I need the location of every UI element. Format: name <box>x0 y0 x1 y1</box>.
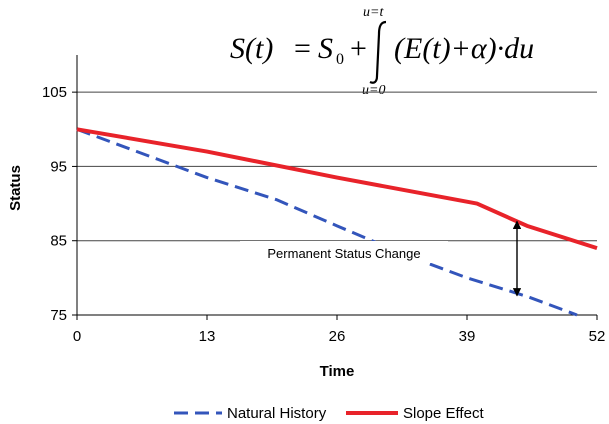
x-axis-title: Time <box>320 363 355 380</box>
annotation-label: Permanent Status Change <box>267 246 420 261</box>
x-tick-label: 39 <box>459 328 476 345</box>
formula-s0: S <box>318 32 333 65</box>
legend-label-slope-effect: Slope Effect <box>403 405 484 422</box>
formula-plus: + <box>350 32 367 65</box>
legend: Natural History Slope Effect <box>174 405 484 422</box>
x-tick-label: 13 <box>199 328 216 345</box>
x-tick-label: 26 <box>329 328 346 345</box>
y-axis-title: Status <box>7 165 24 211</box>
gridlines <box>77 91 597 242</box>
y-tick-label: 105 <box>42 84 67 101</box>
formula-upper-limit: u=t <box>363 5 384 20</box>
plot-area: 75 85 95 105 0 13 26 39 52 Permanent Status Cha… <box>42 55 605 345</box>
integral-sign-icon <box>369 20 387 84</box>
series-line-natural-history <box>76 127 578 317</box>
legend-label-natural-history: Natural History <box>227 405 327 422</box>
series-lines <box>76 127 598 317</box>
formula-integrand: (E(t)+α)·du <box>394 32 534 65</box>
x-tick-label: 52 <box>589 328 606 345</box>
x-tick-labels: 0 13 26 39 52 <box>73 315 606 345</box>
x-tick-label: 0 <box>73 328 81 345</box>
series-line-slope-effect <box>76 127 598 251</box>
formula-s0-subscript: 0 <box>336 51 344 68</box>
annotation-background <box>240 241 448 263</box>
y-tick-label: 85 <box>50 233 67 250</box>
y-tick-label: 95 <box>50 158 67 175</box>
y-tick-labels: 75 85 95 105 <box>42 84 77 324</box>
formula: S(t) = S 0 + u=t u=0 (E(t)+α)·du <box>230 5 534 98</box>
formula-lower-limit: u=0 <box>362 83 385 98</box>
y-tick-label: 75 <box>50 307 67 324</box>
formula-equals: = <box>294 32 311 65</box>
formula-lhs: S(t) <box>230 32 273 65</box>
